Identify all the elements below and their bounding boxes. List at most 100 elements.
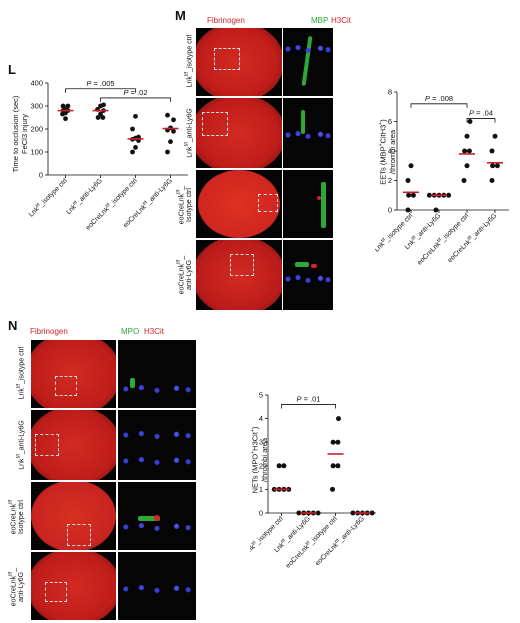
panel-l-data-point <box>65 103 71 109</box>
panel-n-x-tick-label: eoCreLnkf/f_isotype ctrl <box>284 514 340 570</box>
micrograph-m-row4 <box>196 240 282 310</box>
panel-l-data-point <box>95 115 101 120</box>
panel-m-x-tick-label: eoCreLnkf/f_anti-Ly6G <box>446 211 499 264</box>
channel-fibrinogen: Fibrinogen <box>207 16 245 25</box>
panel-l-y-tick-label: 200 <box>30 125 43 134</box>
panel-n-y-tick-label: 4 <box>259 414 263 423</box>
micrograph-n-row2-zoom <box>118 410 196 480</box>
micrograph-m-row3 <box>196 170 282 238</box>
panel-m-row-label-1: Lnkf/f_isotype ctrl <box>184 34 194 88</box>
micrograph-n-row4-zoom <box>118 552 196 620</box>
panel-l-data-point <box>171 117 176 123</box>
panel-l-data-point <box>130 126 135 132</box>
panel-n-data-point <box>350 510 356 516</box>
micrograph-n-row4 <box>31 552 116 620</box>
channel-mpo: MPO <box>121 327 140 336</box>
panel-l-x-tick-label: Lnkf/f_isotype ctrl <box>27 176 69 218</box>
panel-l-y-tick-label: 100 <box>30 148 43 157</box>
micrograph-m-row1-zoom <box>283 28 333 96</box>
panel-m-row-label-4: eoCreLnkf/f_ anti-Ly6G <box>176 255 194 295</box>
channel-mbp: MBP <box>311 16 329 25</box>
panel-n-row-label-4: eoCreLnkf/f_ anti-Ly6G <box>8 567 26 607</box>
panel-m-data-point <box>406 192 412 198</box>
panel-n-y-tick-label: 3 <box>259 438 263 447</box>
panel-n-data-point <box>315 510 321 516</box>
panel-m-p-value: P = .008 <box>425 94 453 103</box>
panel-l-data-point <box>130 149 135 155</box>
panel-n-data-point <box>330 486 335 492</box>
panel-l-label: L <box>8 62 16 77</box>
micrograph-m-row2 <box>196 98 282 168</box>
panel-m-sig-bracket <box>410 103 468 108</box>
panel-l-data-point <box>98 111 103 117</box>
panel-l-data-point <box>60 103 66 109</box>
panel-m-data-point <box>433 207 439 213</box>
panel-m-data-point <box>426 192 432 198</box>
panel-m-data-point <box>467 119 473 124</box>
panel-l-p-value: P = .02 <box>124 88 148 97</box>
panel-l-p-value: P = .005 <box>86 79 114 88</box>
panel-l-x-tick-label: Lnkf/f_anti-Ly6G <box>64 176 104 216</box>
micrograph-m-row4-zoom <box>283 240 333 310</box>
panel-l-y-tick-label: 300 <box>30 102 43 111</box>
panel-m-data-point <box>446 192 452 198</box>
panel-m-data-point <box>461 178 467 183</box>
panel-n-y-tick-label: 1 <box>259 485 263 494</box>
panel-m-y-tick-label: 8 <box>388 88 392 97</box>
micrograph-n-row2 <box>31 410 116 480</box>
panel-l-data-point <box>100 115 106 120</box>
panel-n-y-tick-label: 0 <box>259 509 263 518</box>
panel-m-data-point <box>464 133 470 139</box>
panel-n-data-point <box>276 463 282 469</box>
panel-m-data-point <box>494 163 500 169</box>
panel-l-y-tick-label: 0 <box>39 171 43 180</box>
panel-l-sig-bracket <box>100 97 171 102</box>
micrograph-m-row3-zoom <box>283 170 333 238</box>
panel-l-y-tick-label: 400 <box>30 79 43 88</box>
panel-n-data-point <box>330 463 336 469</box>
panel-n-row-label-2: Lnkf/f_anti-Ly6G <box>16 420 26 470</box>
panel-m-data-point <box>466 148 472 154</box>
micrograph-m-row2-zoom <box>283 98 333 168</box>
panel-m-row-label-2: Lnkf/f_anti-Ly6G <box>184 108 194 158</box>
panel-n-data-point <box>335 463 341 469</box>
micrograph-m-row1 <box>196 28 282 96</box>
panel-l-ylabel-line1: Time to occlusion (sec) <box>11 95 20 173</box>
panel-m-data-point <box>410 192 416 198</box>
panel-l-data-point <box>133 145 138 150</box>
panel-m-row-label-3: eoCreLnkf/f_ Isotype ctrl <box>176 185 194 225</box>
panel-l-data-point <box>165 112 170 118</box>
panel-m-y-tick-label: 0 <box>388 206 392 215</box>
panel-m-data-point <box>462 148 468 154</box>
panel-m-data-point <box>489 178 495 183</box>
panel-m-data-point <box>492 133 498 139</box>
panel-n-sig-bracket <box>281 404 336 409</box>
panel-l-sig-bracket <box>65 88 136 93</box>
panel-l-data-point <box>165 149 170 155</box>
panel-n-data-point <box>336 416 341 422</box>
micrograph-n-row3-zoom <box>118 482 196 550</box>
channel-h3cit-n: H3Cit <box>144 327 165 336</box>
panel-m-p-value: P = .04 <box>469 109 493 118</box>
panel-n-data-point <box>369 510 375 516</box>
panel-m-data-point <box>464 163 470 169</box>
channel-h3cit: H3Cit <box>331 16 352 25</box>
panel-m-label: M <box>175 8 186 23</box>
panel-n-x-tick-label: eoCreLnkf/f_anti-Ly6G <box>313 514 366 567</box>
panel-m-data-point <box>405 207 411 213</box>
panel-m-x-tick-label: eoCreLnkf/f_isotype ctrl <box>415 211 471 267</box>
panel-n-data-point <box>330 439 336 445</box>
micrograph-n-row1 <box>31 340 116 408</box>
panel-m-y-tick-label: 6 <box>388 117 392 126</box>
panel-n-y-tick-label: 5 <box>259 391 263 400</box>
panel-l-data-point <box>171 128 176 134</box>
panel-n-row-label-3: eoCreLnkf/f Isotype ctrl <box>8 499 26 535</box>
panel-l-data-point <box>63 116 68 122</box>
panel-n-label: N <box>8 318 18 333</box>
channel-fibrinogen-n: Fibrinogen <box>30 327 68 336</box>
panel-m-data-point <box>489 148 495 154</box>
panel-l-chart: 0 100 200 300 400 Lnkf/f_isotype ctrlLnkf/f_a… <box>27 79 188 232</box>
panel-l-data-point <box>101 102 106 108</box>
